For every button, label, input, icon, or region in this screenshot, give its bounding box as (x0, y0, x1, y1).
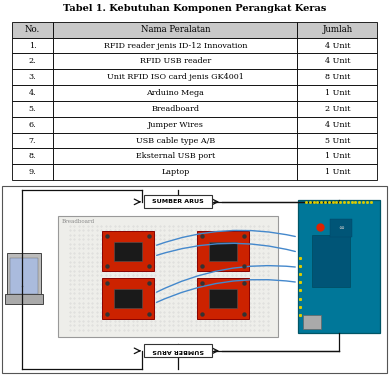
Text: 1 Unit: 1 Unit (325, 168, 350, 176)
Text: 5.: 5. (29, 105, 36, 113)
Bar (7, 253, 41, 297)
Text: Nama Peralatan: Nama Peralatan (141, 25, 210, 34)
Bar (298, 38, 377, 53)
Bar (12, 85, 53, 101)
Text: 8 Unit: 8 Unit (325, 73, 350, 81)
Bar (102, 231, 154, 272)
Bar (312, 235, 350, 287)
Text: No.: No. (25, 25, 40, 34)
Bar (298, 22, 377, 38)
Bar (210, 289, 237, 308)
Text: 4 Unit: 4 Unit (325, 42, 350, 50)
Text: Jumper Wires: Jumper Wires (147, 121, 203, 129)
Text: 2.: 2. (29, 57, 36, 65)
Text: 9.: 9. (29, 168, 36, 176)
Text: Eksternal USB port: Eksternal USB port (136, 152, 215, 160)
Bar (53, 164, 298, 180)
Text: ∞: ∞ (338, 225, 344, 231)
Bar (197, 231, 249, 272)
Bar (53, 38, 298, 53)
Text: RFID reader jenis ID-12 Innovation: RFID reader jenis ID-12 Innovation (104, 42, 247, 50)
Bar (330, 219, 352, 237)
Text: 1 Unit: 1 Unit (325, 152, 350, 160)
Bar (10, 258, 38, 294)
Bar (53, 101, 298, 117)
Bar (298, 200, 380, 333)
Text: RFID USB reader: RFID USB reader (140, 57, 211, 65)
Text: Breadboard: Breadboard (151, 105, 200, 113)
Bar (303, 315, 321, 329)
Text: 2 Unit: 2 Unit (325, 105, 350, 113)
Bar (298, 117, 377, 133)
Bar (12, 69, 53, 85)
Bar (114, 289, 142, 308)
Bar (12, 133, 53, 148)
Bar (12, 117, 53, 133)
Bar (298, 164, 377, 180)
Bar (197, 278, 249, 319)
Text: USB cable type A/B: USB cable type A/B (136, 136, 215, 144)
Bar (102, 278, 154, 319)
Bar (210, 242, 237, 261)
Text: 1 Unit: 1 Unit (325, 89, 350, 97)
Text: SUMBER ARUS: SUMBER ARUS (152, 200, 204, 204)
Bar (298, 148, 377, 164)
Text: 4.: 4. (29, 89, 36, 97)
Bar (298, 101, 377, 117)
Bar (5, 294, 43, 303)
Bar (53, 53, 298, 69)
Bar (298, 85, 377, 101)
Text: 3.: 3. (29, 73, 36, 81)
Text: Unit RFID ISO card jenis GK4001: Unit RFID ISO card jenis GK4001 (107, 73, 244, 81)
Bar (298, 133, 377, 148)
Bar (12, 22, 53, 38)
Text: Arduino Mega: Arduino Mega (147, 89, 204, 97)
Bar (12, 101, 53, 117)
Bar (12, 38, 53, 53)
Text: 4 Unit: 4 Unit (325, 121, 350, 129)
Text: 7.: 7. (29, 136, 36, 144)
Bar (53, 69, 298, 85)
Text: Jumlah: Jumlah (322, 25, 352, 34)
Text: 8.: 8. (29, 152, 36, 160)
Bar (12, 53, 53, 69)
Text: 5 Unit: 5 Unit (325, 136, 350, 144)
Bar (53, 22, 298, 38)
Text: 4 Unit: 4 Unit (325, 57, 350, 65)
Bar (53, 148, 298, 164)
Bar (53, 133, 298, 148)
Text: 1.: 1. (29, 42, 36, 50)
Bar (144, 344, 212, 357)
Bar (298, 69, 377, 85)
Bar (53, 117, 298, 133)
Bar (298, 53, 377, 69)
Text: Laptop: Laptop (161, 168, 189, 176)
Bar (53, 85, 298, 101)
Text: Breadboard: Breadboard (62, 219, 95, 224)
Text: Tabel 1. Kebutuhan Komponen Perangkat Keras: Tabel 1. Kebutuhan Komponen Perangkat Ke… (63, 4, 326, 13)
Bar (12, 164, 53, 180)
Bar (12, 148, 53, 164)
Text: 6.: 6. (29, 121, 36, 129)
Bar (144, 195, 212, 208)
Text: SUMBER ARUS: SUMBER ARUS (152, 348, 204, 353)
Bar (114, 242, 142, 261)
Bar (58, 216, 278, 337)
